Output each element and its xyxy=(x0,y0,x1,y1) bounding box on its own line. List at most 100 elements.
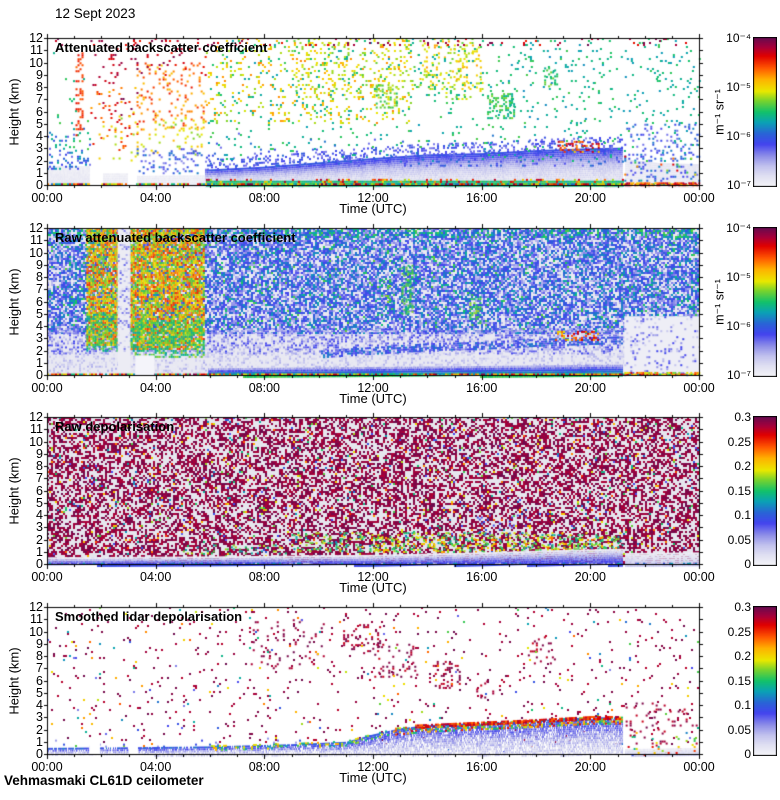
colorbar-tick-label: 10⁻⁷ xyxy=(726,178,751,192)
y-tick-label: 0 xyxy=(36,368,43,382)
colorbar-tick-label: 10⁻⁴ xyxy=(726,221,751,235)
station-instrument-label: Vehmasmaki CL61D ceilometer xyxy=(4,773,204,788)
colorbar-tick-label: 10⁻⁵ xyxy=(726,80,751,94)
y-tick-label: 2 xyxy=(36,722,43,737)
smoothed-depolarisation-colorbar xyxy=(753,606,777,756)
y-tick-label: 8 xyxy=(36,649,43,663)
x-tick-label: 20:00 xyxy=(574,760,606,774)
colorbar-unit-label: m⁻¹ sr⁻¹ xyxy=(712,279,727,325)
colorbar-tick-label: 10⁻⁵ xyxy=(726,270,751,284)
y-tick-label: 12 xyxy=(29,221,43,235)
y-tick-label: 10 xyxy=(29,434,43,449)
x-tick-label: 00:00 xyxy=(31,760,63,774)
x-tick-label: 04:00 xyxy=(140,760,172,774)
y-tick-label: 12 xyxy=(29,600,43,614)
y-tick-label: 1 xyxy=(36,544,43,559)
y-tick-label: 3 xyxy=(36,710,43,725)
panel-title: Raw depolarisation xyxy=(55,419,175,434)
y-tick-label: 0 xyxy=(36,747,43,761)
x-tick-label: 04:00 xyxy=(140,381,172,395)
y-tick-label: 0 xyxy=(36,178,43,192)
y-tick-label: 6 xyxy=(36,104,43,119)
y-tick-label: 1 xyxy=(36,734,43,749)
panel-smoothed-depolarisation: Smoothed lidar depolarisation Height (km… xyxy=(0,600,780,785)
y-tick-label: 5 xyxy=(36,685,43,700)
colorbar-tick-label: 0 xyxy=(744,557,751,571)
smoothed-depolarisation-heatmap xyxy=(41,601,706,761)
y-tick-label: 1 xyxy=(36,165,43,180)
x-tick-label: 04:00 xyxy=(140,570,172,584)
y-tick-label: 6 xyxy=(36,673,43,688)
y-tick-label: 5 xyxy=(36,306,43,321)
panel-raw-depolarisation: Raw depolarisation Height (km) Time (UTC… xyxy=(0,410,780,595)
y-tick-label: 8 xyxy=(36,459,43,473)
x-tick-label: 08:00 xyxy=(248,570,280,584)
x-axis-label: Time (UTC) xyxy=(339,391,407,406)
y-tick-label: 11 xyxy=(30,612,43,627)
y-tick-label: 2 xyxy=(36,532,43,547)
colorbar-tick-label: 10⁻⁶ xyxy=(726,129,751,143)
panel-title: Attenuated backscatter coefficient xyxy=(55,40,268,55)
y-tick-label: 7 xyxy=(36,282,43,297)
raw-depolarisation-heatmap xyxy=(41,411,706,571)
colorbar-tick-label: 0.2 xyxy=(734,649,751,663)
x-tick-label: 00:00 xyxy=(31,570,63,584)
colorbar-tick-label: 0.05 xyxy=(727,722,751,737)
x-tick-label: 20:00 xyxy=(574,381,606,395)
y-tick-label: 11 xyxy=(30,233,43,248)
colorbar-tick-label: 0.05 xyxy=(727,532,751,547)
y-tick-label: 1 xyxy=(36,355,43,370)
y-tick-label: 8 xyxy=(36,270,43,284)
panel-attenuated-backscatter: Attenuated backscatter coefficient Heigh… xyxy=(0,31,780,216)
x-tick-label: 16:00 xyxy=(466,570,498,584)
y-tick-label: 2 xyxy=(36,153,43,168)
x-axis-label: Time (UTC) xyxy=(339,770,407,785)
x-tick-label: 00:00 xyxy=(683,381,715,395)
colorbar-tick-label: 0.15 xyxy=(727,673,751,688)
colorbar-unit-label: m⁻¹ sr⁻¹ xyxy=(712,89,727,135)
x-tick-label: 16:00 xyxy=(466,760,498,774)
y-tick-label: 3 xyxy=(36,331,43,346)
colorbar-tick-label: 0.1 xyxy=(734,698,751,712)
colorbar-tick-label: 0.3 xyxy=(734,600,751,614)
backscatter-heatmap xyxy=(41,32,706,192)
raw-backscatter-colorbar xyxy=(753,227,777,377)
y-tick-label: 6 xyxy=(36,294,43,309)
backscatter-colorbar xyxy=(753,37,777,187)
x-tick-label: 08:00 xyxy=(248,191,280,205)
y-tick-label: 7 xyxy=(36,92,43,107)
x-tick-label: 16:00 xyxy=(466,191,498,205)
y-tick-label: 8 xyxy=(36,80,43,94)
y-tick-label: 4 xyxy=(36,508,43,522)
x-tick-label: 20:00 xyxy=(574,570,606,584)
colorbar-tick-label: 0 xyxy=(744,747,751,761)
colorbar-tick-label: 0.15 xyxy=(727,483,751,498)
y-axis-label: Height (km) xyxy=(6,268,22,336)
x-tick-label: 12:00 xyxy=(357,570,389,584)
y-tick-label: 11 xyxy=(30,422,43,437)
raw-depolarisation-colorbar xyxy=(753,416,777,566)
x-tick-label: 00:00 xyxy=(31,191,63,205)
y-axis-label: Height (km) xyxy=(6,78,22,146)
colorbar-tick-label: 10⁻⁴ xyxy=(726,31,751,45)
panel-raw-backscatter: Raw attenuated backscatter coefficient H… xyxy=(0,221,780,406)
panel-title: Raw attenuated backscatter coefficient xyxy=(55,230,296,245)
panel-title: Smoothed lidar depolarisation xyxy=(55,609,243,624)
x-axis-label: Time (UTC) xyxy=(339,201,407,216)
y-tick-label: 9 xyxy=(36,446,43,461)
colorbar-tick-label: 0.25 xyxy=(727,434,751,449)
x-tick-label: 00:00 xyxy=(683,570,715,584)
y-tick-label: 3 xyxy=(36,141,43,156)
x-tick-label: 04:00 xyxy=(140,191,172,205)
x-axis-label: Time (UTC) xyxy=(339,580,407,595)
colorbar-tick-label: 0.2 xyxy=(734,459,751,473)
x-tick-label: 08:00 xyxy=(248,381,280,395)
raw-backscatter-heatmap xyxy=(41,222,706,382)
x-tick-label: 12:00 xyxy=(357,381,389,395)
y-tick-label: 3 xyxy=(36,520,43,535)
x-tick-label: 00:00 xyxy=(683,191,715,205)
x-tick-label: 16:00 xyxy=(466,381,498,395)
x-tick-label: 12:00 xyxy=(357,760,389,774)
y-tick-label: 9 xyxy=(36,67,43,82)
